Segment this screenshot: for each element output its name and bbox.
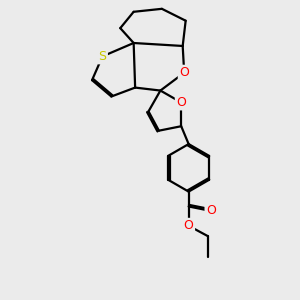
Text: O: O — [179, 66, 189, 79]
Text: S: S — [98, 50, 106, 63]
Text: O: O — [176, 96, 186, 109]
Text: O: O — [206, 204, 216, 218]
Text: O: O — [184, 219, 194, 232]
